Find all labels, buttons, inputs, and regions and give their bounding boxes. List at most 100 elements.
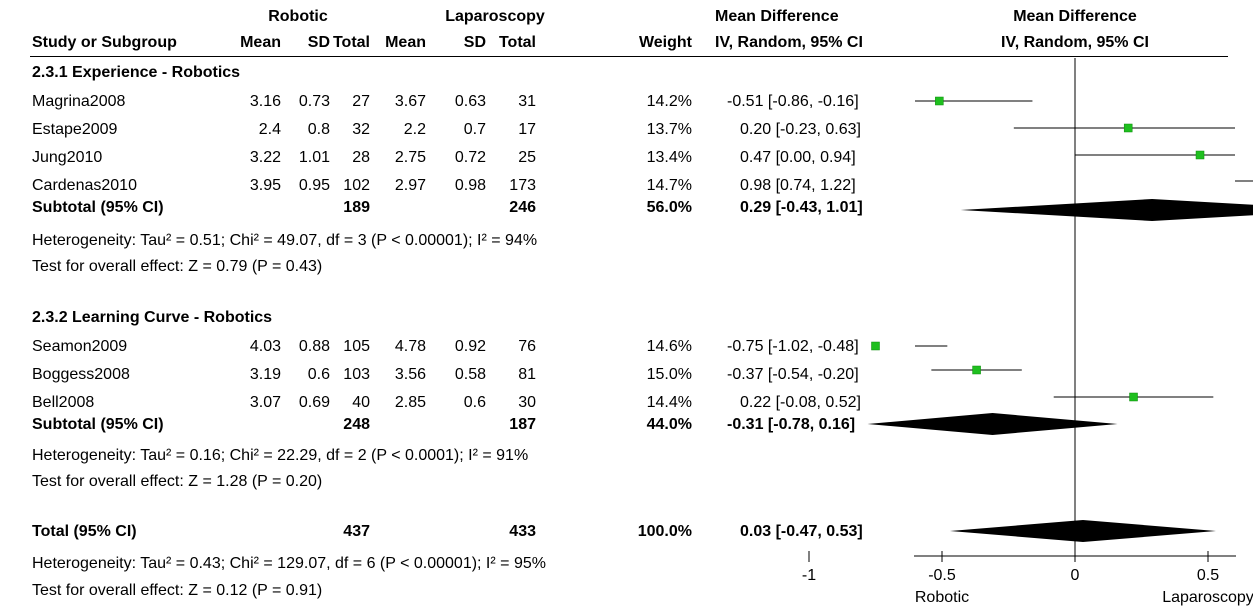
group-robotic-header: Robotic (268, 8, 328, 25)
col-l-total: Total (498, 34, 536, 51)
r-sd: 0.6 (307, 366, 330, 383)
header-rule (30, 56, 1228, 57)
study-name: Estape2009 (32, 121, 118, 138)
l-total: 30 (518, 394, 536, 411)
r-sd: 1.01 (298, 149, 330, 166)
study-name: Bell2008 (32, 394, 95, 411)
l-sd: 0.58 (454, 366, 486, 383)
l-sd: 0.98 (454, 177, 486, 194)
subtotal-weight: 44.0% (646, 416, 692, 433)
favours-right-label: Laparoscopy (1162, 589, 1253, 606)
l-total: 81 (518, 366, 536, 383)
l-total: 173 (509, 177, 536, 194)
l-total: 17 (518, 121, 536, 138)
study-name: Seamon2009 (32, 338, 128, 355)
total-label: Total (95% CI) (32, 523, 137, 540)
ci-value: 0.47 [0.00, 0.94] (740, 149, 856, 166)
l-mean: 2.2 (403, 121, 426, 138)
total-r-total: 437 (343, 523, 370, 540)
r-total: 32 (352, 121, 370, 138)
group-laparoscopy-header: Laparoscopy (445, 8, 545, 25)
ci-value: 0.98 [0.74, 1.22] (740, 177, 856, 194)
diamond-total (949, 520, 1216, 542)
col-weight: Weight (638, 34, 692, 51)
subtotal-r-total: 248 (343, 416, 370, 433)
r-mean: 3.16 (249, 93, 281, 110)
heterogeneity-text: Heterogeneity: Tau² = 0.51; Chi² = 49.07… (32, 232, 538, 249)
weight: 13.7% (646, 121, 692, 138)
diamond-subtotal-2-3-2 (867, 413, 1118, 435)
subtotal-r-total: 189 (343, 199, 370, 216)
subtotal-ci: 0.29 [-0.43, 1.01] (740, 199, 863, 216)
r-mean: 2.4 (258, 121, 281, 138)
col-r-total: Total (332, 34, 370, 51)
l-total: 31 (518, 93, 536, 110)
l-mean: 3.67 (394, 93, 426, 110)
x-tick-label: -1 (802, 567, 816, 584)
l-mean: 3.56 (394, 366, 426, 383)
total-heterogeneity-text: Heterogeneity: Tau² = 0.43; Chi² = 129.0… (32, 555, 546, 572)
subtotal-l-total: 246 (509, 199, 536, 216)
l-mean: 2.85 (394, 394, 426, 411)
subtotal-ci: -0.31 [-0.78, 0.16] (727, 416, 856, 433)
r-total: 28 (352, 149, 370, 166)
point-boggess2008 (972, 365, 981, 375)
r-mean: 3.95 (249, 177, 281, 194)
point-magrina2008 (935, 96, 944, 106)
r-total: 27 (352, 93, 370, 110)
total-ci: 0.03 [-0.47, 0.53] (740, 523, 863, 540)
weight: 13.4% (646, 149, 692, 166)
group-title: 2.3.2 Learning Curve - Robotics (32, 309, 273, 326)
l-sd: 0.72 (454, 149, 486, 166)
l-sd: 0.6 (463, 394, 486, 411)
weight: 14.7% (646, 177, 692, 194)
point-jung2010 (1195, 150, 1205, 160)
subtotal-l-total: 187 (509, 416, 536, 433)
overall-effect-text: Test for overall effect: Z = 0.79 (P = 0… (32, 258, 323, 275)
weight: 14.6% (646, 338, 692, 355)
total-overall-effect-text: Test for overall effect: Z = 0.12 (P = 0… (32, 582, 323, 599)
subtotal-label: Subtotal (95% CI) (32, 199, 164, 216)
r-mean: 4.03 (249, 338, 281, 355)
l-total: 76 (518, 338, 536, 355)
weight: 14.2% (646, 93, 692, 110)
r-total: 102 (343, 177, 370, 194)
mean-diff-header: Mean Difference (715, 8, 839, 25)
r-sd: 0.88 (298, 338, 330, 355)
ci-value: -0.37 [-0.54, -0.20] (727, 366, 859, 383)
total-l-total: 433 (509, 523, 536, 540)
r-sd: 0.95 (298, 177, 330, 194)
r-total: 103 (343, 366, 370, 383)
r-sd: 0.8 (307, 121, 330, 138)
weight: 14.4% (646, 394, 692, 411)
overall-effect-text: Test for overall effect: Z = 1.28 (P = 0… (32, 473, 323, 490)
r-sd: 0.73 (298, 93, 330, 110)
heterogeneity-text: Heterogeneity: Tau² = 0.16; Chi² = 22.29… (32, 447, 529, 464)
l-mean: 2.97 (394, 177, 426, 194)
l-mean: 2.75 (394, 149, 426, 166)
study-name: Jung2010 (32, 149, 103, 166)
subtotal-label: Subtotal (95% CI) (32, 416, 164, 433)
col-r-mean: Mean (240, 34, 281, 51)
plot-header: Mean Difference (1013, 8, 1137, 25)
col-ci: IV, Random, 95% CI (715, 34, 863, 51)
x-tick-label: 0 (1071, 567, 1080, 584)
weight: 15.0% (646, 366, 692, 383)
col-r-sd: SD (307, 34, 330, 51)
l-sd: 0.63 (454, 93, 486, 110)
r-mean: 3.19 (249, 366, 281, 383)
plot-ci-header: IV, Random, 95% CI (1001, 34, 1149, 51)
study-name: Magrina2008 (32, 93, 126, 110)
group-title: 2.3.1 Experience - Robotics (32, 64, 241, 81)
col-l-mean: Mean (385, 34, 426, 51)
point-estape2009 (1123, 123, 1133, 133)
l-sd: 0.7 (463, 121, 486, 138)
l-total: 25 (518, 149, 536, 166)
total-weight: 100.0% (637, 523, 692, 540)
ci-value: 0.20 [-0.23, 0.63] (740, 121, 861, 138)
ci-value: -0.75 [-1.02, -0.48] (727, 338, 859, 355)
study-name: Boggess2008 (32, 366, 130, 383)
diamond-subtotal-2-3-1 (960, 199, 1253, 221)
